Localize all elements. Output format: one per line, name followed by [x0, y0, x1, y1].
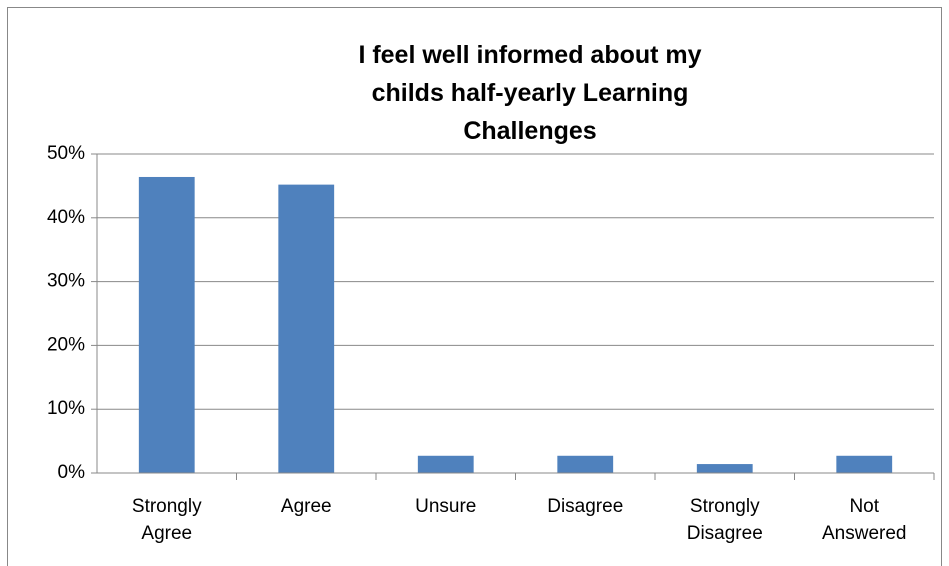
bar — [557, 455, 614, 473]
x-tick-label: Unsure — [415, 496, 477, 517]
x-tick-label: Strongly Agree — [131, 496, 202, 544]
y-tick-label: 40% — [47, 207, 85, 228]
y-tick-label: 30% — [47, 271, 85, 292]
x-tick-label: Strongly Disagree — [686, 496, 763, 544]
bar — [836, 455, 893, 473]
chart-title: I feel well informed about my childs hal… — [358, 41, 702, 145]
x-tick-label: Not Answered — [822, 496, 907, 544]
y-tick-label: 20% — [47, 334, 85, 355]
x-tick-label: Agree — [280, 496, 332, 517]
y-tick-label: 10% — [47, 398, 85, 419]
bar — [696, 464, 753, 473]
chart-border — [7, 7, 942, 566]
y-tick-label: 0% — [58, 462, 86, 483]
bar — [278, 184, 335, 473]
x-tick-label: Disagree — [547, 496, 624, 517]
y-tick-label: 50% — [47, 143, 85, 164]
bar — [138, 176, 195, 473]
bar — [417, 455, 474, 473]
